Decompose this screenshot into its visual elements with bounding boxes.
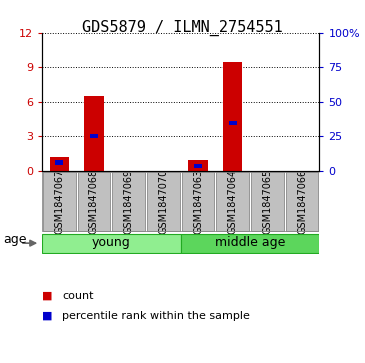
FancyBboxPatch shape (147, 172, 180, 231)
Text: ■: ■ (42, 311, 53, 321)
Text: GSM1847068: GSM1847068 (89, 169, 99, 234)
Text: GSM1847064: GSM1847064 (228, 169, 238, 234)
Bar (90, 134, 98, 138)
FancyBboxPatch shape (251, 172, 284, 231)
Bar (50, 157, 69, 171)
Text: GSM1847066: GSM1847066 (297, 169, 307, 234)
FancyBboxPatch shape (43, 172, 76, 231)
Text: young: young (92, 236, 131, 249)
Text: GDS5879 / ILMN_2754551: GDS5879 / ILMN_2754551 (82, 20, 283, 36)
Bar (223, 61, 242, 171)
FancyBboxPatch shape (78, 172, 110, 231)
FancyBboxPatch shape (182, 172, 214, 231)
FancyBboxPatch shape (286, 172, 318, 231)
FancyBboxPatch shape (112, 172, 145, 231)
Text: GSM1847070: GSM1847070 (158, 169, 168, 234)
Text: count: count (62, 291, 93, 301)
Bar (229, 121, 237, 125)
Text: percentile rank within the sample: percentile rank within the sample (62, 311, 250, 321)
Text: GSM1847065: GSM1847065 (262, 169, 272, 234)
Bar (55, 160, 63, 164)
Text: age: age (4, 233, 27, 246)
Text: GSM1847063: GSM1847063 (193, 169, 203, 234)
Text: middle age: middle age (215, 236, 285, 249)
Bar (194, 164, 202, 168)
Bar (188, 159, 208, 171)
FancyBboxPatch shape (42, 234, 181, 253)
Text: GSM1847069: GSM1847069 (124, 169, 134, 234)
Bar (84, 96, 104, 171)
Text: GSM1847067: GSM1847067 (54, 169, 64, 234)
FancyBboxPatch shape (216, 172, 249, 231)
Text: ■: ■ (42, 291, 53, 301)
FancyBboxPatch shape (181, 234, 319, 253)
